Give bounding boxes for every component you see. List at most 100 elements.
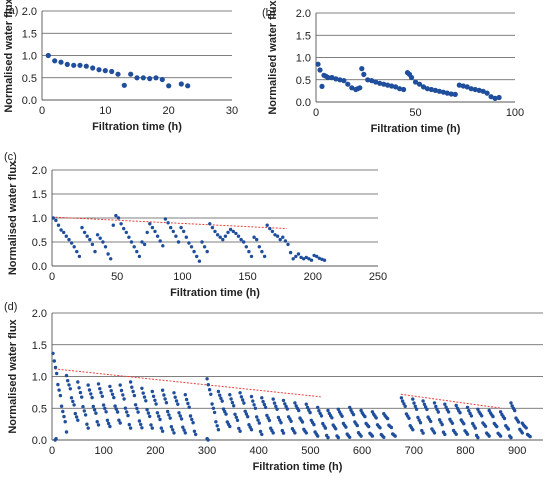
data-point xyxy=(112,395,116,400)
data-point xyxy=(498,434,503,438)
data-point xyxy=(125,410,129,414)
data-point xyxy=(397,86,403,92)
data-point xyxy=(270,229,275,234)
data-point xyxy=(140,240,144,244)
data-point xyxy=(159,426,163,430)
data-point xyxy=(416,81,423,87)
data-point xyxy=(429,419,433,424)
data-point xyxy=(256,418,260,422)
panel-label: (d) xyxy=(4,301,17,313)
data-point xyxy=(182,428,186,432)
data-point xyxy=(434,404,438,409)
data-point xyxy=(142,395,147,399)
data-point xyxy=(195,254,199,259)
data-point xyxy=(403,404,407,408)
data-point xyxy=(341,78,347,84)
data-point xyxy=(141,391,145,395)
y-tick-label: 0.5 xyxy=(32,403,47,415)
x-tick-label: 0 xyxy=(39,105,45,117)
x-tick-label: 100 xyxy=(173,271,191,283)
data-point xyxy=(440,422,444,427)
data-point xyxy=(393,434,397,438)
data-point xyxy=(103,406,107,411)
data-point xyxy=(183,393,187,397)
data-point xyxy=(139,422,143,427)
data-point xyxy=(118,421,122,425)
data-point xyxy=(443,432,447,437)
data-point xyxy=(124,230,128,235)
data-point xyxy=(260,249,264,254)
data-point xyxy=(464,84,470,90)
y-tick-label: 0.5 xyxy=(32,237,47,249)
data-point xyxy=(176,402,180,406)
data-point xyxy=(218,235,222,239)
panel-label: (c) xyxy=(4,151,17,163)
x-tick-label: 600 xyxy=(353,445,371,457)
data-point xyxy=(103,245,108,249)
data-point xyxy=(424,86,430,92)
data-point xyxy=(96,382,101,386)
data-point xyxy=(150,426,154,430)
data-point xyxy=(329,74,335,81)
data-point xyxy=(458,411,462,415)
data-point xyxy=(318,411,322,416)
data-point xyxy=(317,409,321,413)
data-point xyxy=(128,380,133,384)
data-point xyxy=(174,399,179,403)
data-point xyxy=(130,385,134,389)
data-point xyxy=(393,84,399,90)
data-point xyxy=(144,399,148,403)
data-point xyxy=(166,83,172,89)
data-point xyxy=(200,240,204,244)
data-point xyxy=(83,63,89,69)
data-point xyxy=(109,68,115,75)
data-point xyxy=(262,402,267,407)
data-point xyxy=(436,88,442,94)
data-point xyxy=(95,420,99,424)
x-tick-label: 500 xyxy=(301,445,319,457)
data-point xyxy=(239,237,243,242)
data-point xyxy=(98,236,102,240)
data-point xyxy=(168,416,172,420)
data-point xyxy=(320,257,324,261)
data-point xyxy=(249,394,254,399)
data-point xyxy=(278,418,282,422)
trend-line xyxy=(54,368,321,398)
data-point xyxy=(385,416,390,421)
data-point xyxy=(118,383,122,387)
y-axis-title: Normalised water flux xyxy=(7,318,19,433)
data-point xyxy=(224,412,228,416)
data-point xyxy=(305,405,310,410)
data-point xyxy=(316,434,320,438)
data-point xyxy=(59,404,64,408)
data-point xyxy=(420,84,427,90)
x-tick-label: 50 xyxy=(409,107,421,119)
data-point xyxy=(86,426,90,430)
y-tick-label: 1.5 xyxy=(296,30,311,42)
data-point xyxy=(261,399,265,404)
data-point xyxy=(271,431,275,435)
data-point xyxy=(228,393,232,397)
data-point xyxy=(275,407,279,411)
data-point xyxy=(528,434,532,439)
data-point xyxy=(45,52,51,59)
data-point xyxy=(76,380,80,384)
x-tick-label: 0 xyxy=(49,445,55,457)
data-point xyxy=(72,403,76,407)
data-point xyxy=(363,414,367,419)
data-point xyxy=(289,419,293,423)
data-point xyxy=(223,234,228,238)
data-point xyxy=(85,234,89,238)
data-point xyxy=(506,427,511,431)
data-point xyxy=(262,254,267,259)
data-point xyxy=(330,416,334,420)
y-tick-label: 0.5 xyxy=(22,73,37,85)
data-point xyxy=(312,253,316,258)
data-point xyxy=(465,405,470,410)
data-point xyxy=(121,82,127,88)
data-point xyxy=(249,428,254,432)
data-point xyxy=(399,396,404,400)
data-point xyxy=(323,426,328,430)
data-point xyxy=(155,234,160,238)
x-tick-label: 20 xyxy=(163,105,175,117)
